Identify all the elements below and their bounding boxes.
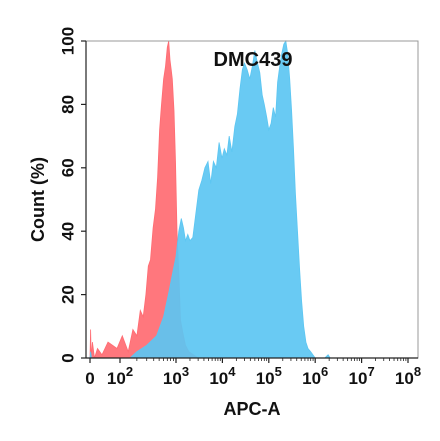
y-tick-label: 0 xyxy=(59,353,78,362)
x-tick-label: 106 xyxy=(302,364,328,388)
x-tick-label: 0 xyxy=(85,369,94,388)
y-tick-label: 60 xyxy=(59,158,78,177)
x-tick-label: 105 xyxy=(256,364,282,388)
y-tick-label: 100 xyxy=(59,27,78,55)
x-tick-label: 108 xyxy=(395,364,421,388)
chart-title: DMC439 xyxy=(214,49,293,71)
x-axis-title: APC-A xyxy=(224,399,281,419)
axes-layer: 0 20 40 60 80 100 0 102 103 104 105 106 107 108 xyxy=(59,27,422,388)
histogram-series-2 xyxy=(89,39,408,359)
y-axis-title: Count (%) xyxy=(28,157,48,242)
x-tick-label: 102 xyxy=(107,364,133,388)
y-tick-label: 80 xyxy=(59,95,78,114)
series-layer xyxy=(89,39,408,359)
x-tick-label: 107 xyxy=(349,364,375,388)
x-tick-label: 104 xyxy=(209,364,236,388)
x-tick-label: 103 xyxy=(163,364,189,388)
y-tick-label: 20 xyxy=(59,285,78,304)
y-tick-label: 40 xyxy=(59,222,78,241)
